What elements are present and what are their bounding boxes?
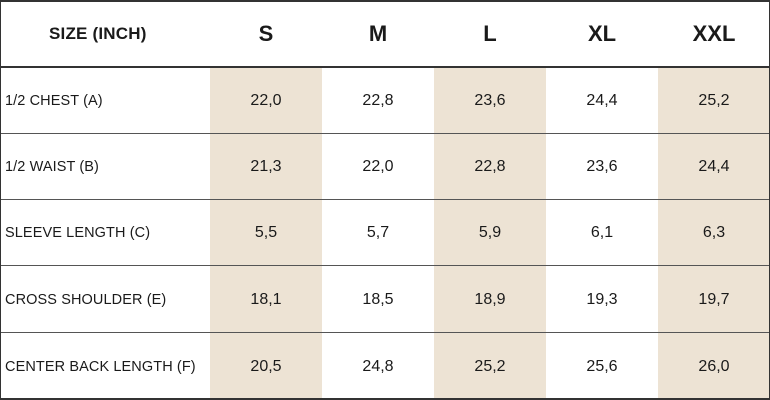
table-cell: 24,8 [362, 357, 394, 375]
table-border-bottom [0, 398, 770, 400]
row-label: SLEEVE LENGTH (C) [5, 225, 151, 241]
table-cell: 19,3 [586, 290, 618, 308]
table-cell: 6,1 [590, 224, 614, 241]
table-cell: 22,8 [434, 134, 546, 200]
table-cell: 24,4 [658, 134, 770, 200]
table-header-row: SIZE (INCH) S M L XL XXL [0, 0, 770, 67]
table-cell: 20,5 [210, 333, 322, 400]
table-cell: 21,3 [210, 134, 322, 200]
table-cell: 25,2 [658, 67, 770, 134]
table-cell: 23,6 [434, 67, 546, 134]
row-label: CROSS SHOULDER (E) [5, 291, 167, 308]
table-border-left [0, 0, 1, 400]
header-divider [0, 66, 770, 68]
table-row: 1/2 CHEST (A) 22,0 22,8 23,6 24,4 25,2 [0, 67, 770, 134]
header-size-xxl: XXL [692, 20, 736, 46]
table-cell: 25,2 [434, 333, 546, 400]
row-divider [0, 332, 770, 333]
table-cell: 26,0 [658, 333, 770, 400]
table-cell: 18,1 [210, 266, 322, 333]
row-divider [0, 265, 770, 266]
header-label-cell: SIZE (INCH) [49, 23, 147, 43]
table-cell: 22,0 [210, 67, 322, 134]
table-cell: 5,7 [366, 224, 390, 241]
row-divider [0, 199, 770, 200]
table-cell: 18,9 [434, 266, 546, 333]
table-row: 1/2 WAIST (B) 21,3 22,0 22,8 23,6 24,4 [0, 134, 770, 200]
table-row: CROSS SHOULDER (E) 18,1 18,5 18,9 19,3 1… [0, 266, 770, 333]
header-size-xl: XL [587, 20, 617, 46]
table-row: SLEEVE LENGTH (C) 5,5 5,7 5,9 6,1 6,3 [0, 200, 770, 266]
table-cell: 5,9 [434, 200, 546, 266]
table-cell: 19,7 [658, 266, 770, 333]
table-cell: 22,0 [362, 158, 394, 175]
table-cell: 22,8 [362, 91, 394, 109]
row-divider [0, 133, 770, 134]
row-label: CENTER BACK LENGTH (F) [5, 358, 196, 375]
row-label: 1/2 CHEST (A) [5, 92, 103, 109]
header-size-m: M [368, 20, 388, 46]
table-border-top [0, 0, 770, 2]
table-cell: 18,5 [362, 290, 394, 308]
table-cell: 5,5 [210, 200, 322, 266]
table-cell: 6,3 [658, 200, 770, 266]
row-label: 1/2 WAIST (B) [5, 159, 99, 175]
table-cell: 24,4 [586, 91, 618, 109]
header-size-l: L [483, 20, 497, 46]
table-cell: 23,6 [586, 158, 618, 175]
header-size-s: S [258, 20, 274, 46]
table-row: CENTER BACK LENGTH (F) 20,5 24,8 25,2 25… [0, 333, 770, 400]
table-cell: 25,6 [586, 357, 618, 375]
